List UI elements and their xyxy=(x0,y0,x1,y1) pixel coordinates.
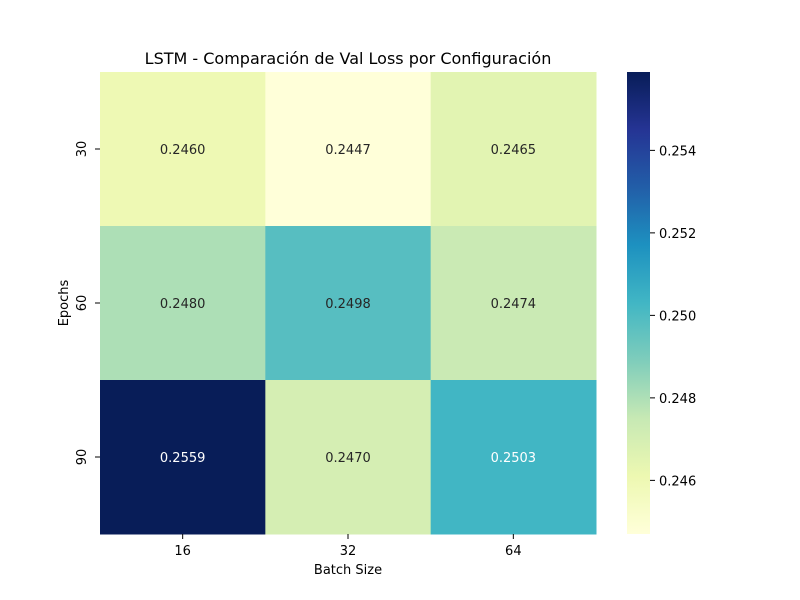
y-axis-label: Epochs xyxy=(57,279,72,326)
cell-value-label: 0.2498 xyxy=(325,297,371,312)
heatmap-cell xyxy=(265,226,432,381)
y-tick-label: 60 xyxy=(75,295,90,312)
colorbar xyxy=(627,72,650,534)
heatmap-cell xyxy=(100,226,266,381)
heatmap-cell xyxy=(430,226,597,381)
cell-value-label: 0.2503 xyxy=(491,451,537,466)
cell-value-label: 0.2474 xyxy=(491,297,537,312)
y-axis-ticks: 30 60 90 xyxy=(75,141,100,466)
cell-value-label: 0.2470 xyxy=(325,451,371,466)
colorbar-tick-label: 0.250 xyxy=(659,309,696,324)
colorbar-tick-label: 0.252 xyxy=(659,227,696,242)
heatmap-cell xyxy=(265,72,432,227)
heatmap-cell xyxy=(100,380,266,535)
cell-value-label: 0.2465 xyxy=(491,143,537,158)
x-tick-label: 32 xyxy=(340,544,357,559)
heatmap-cells: 0.2460 0.2447 0.2465 0.2480 0.2498 0.2474 0.25… xyxy=(100,72,597,535)
heatmap-cell xyxy=(100,72,266,227)
cell-value-label: 0.2460 xyxy=(160,143,206,158)
x-tick-label: 64 xyxy=(505,544,522,559)
cell-value-label: 0.2559 xyxy=(160,451,206,466)
heatmap-cell xyxy=(430,72,597,227)
y-tick-label: 30 xyxy=(75,141,90,158)
colorbar-ticks: 0.246 0.248 0.250 0.252 0.254 xyxy=(650,144,696,489)
cell-value-label: 0.2480 xyxy=(160,297,206,312)
x-axis-label: Batch Size xyxy=(314,563,382,578)
colorbar-tick-label: 0.248 xyxy=(659,392,696,407)
cell-value-label: 0.2447 xyxy=(325,143,371,158)
heatmap-cell xyxy=(430,380,597,535)
chart-title: LSTM - Comparación de Val Loss por Confi… xyxy=(145,49,552,68)
x-tick-label: 16 xyxy=(174,544,191,559)
heatmap-cell xyxy=(265,380,432,535)
colorbar-tick-label: 0.254 xyxy=(659,144,696,159)
x-axis-ticks: 16 32 64 xyxy=(174,534,522,559)
colorbar-tick-label: 0.246 xyxy=(659,474,696,489)
y-tick-label: 90 xyxy=(75,449,90,466)
